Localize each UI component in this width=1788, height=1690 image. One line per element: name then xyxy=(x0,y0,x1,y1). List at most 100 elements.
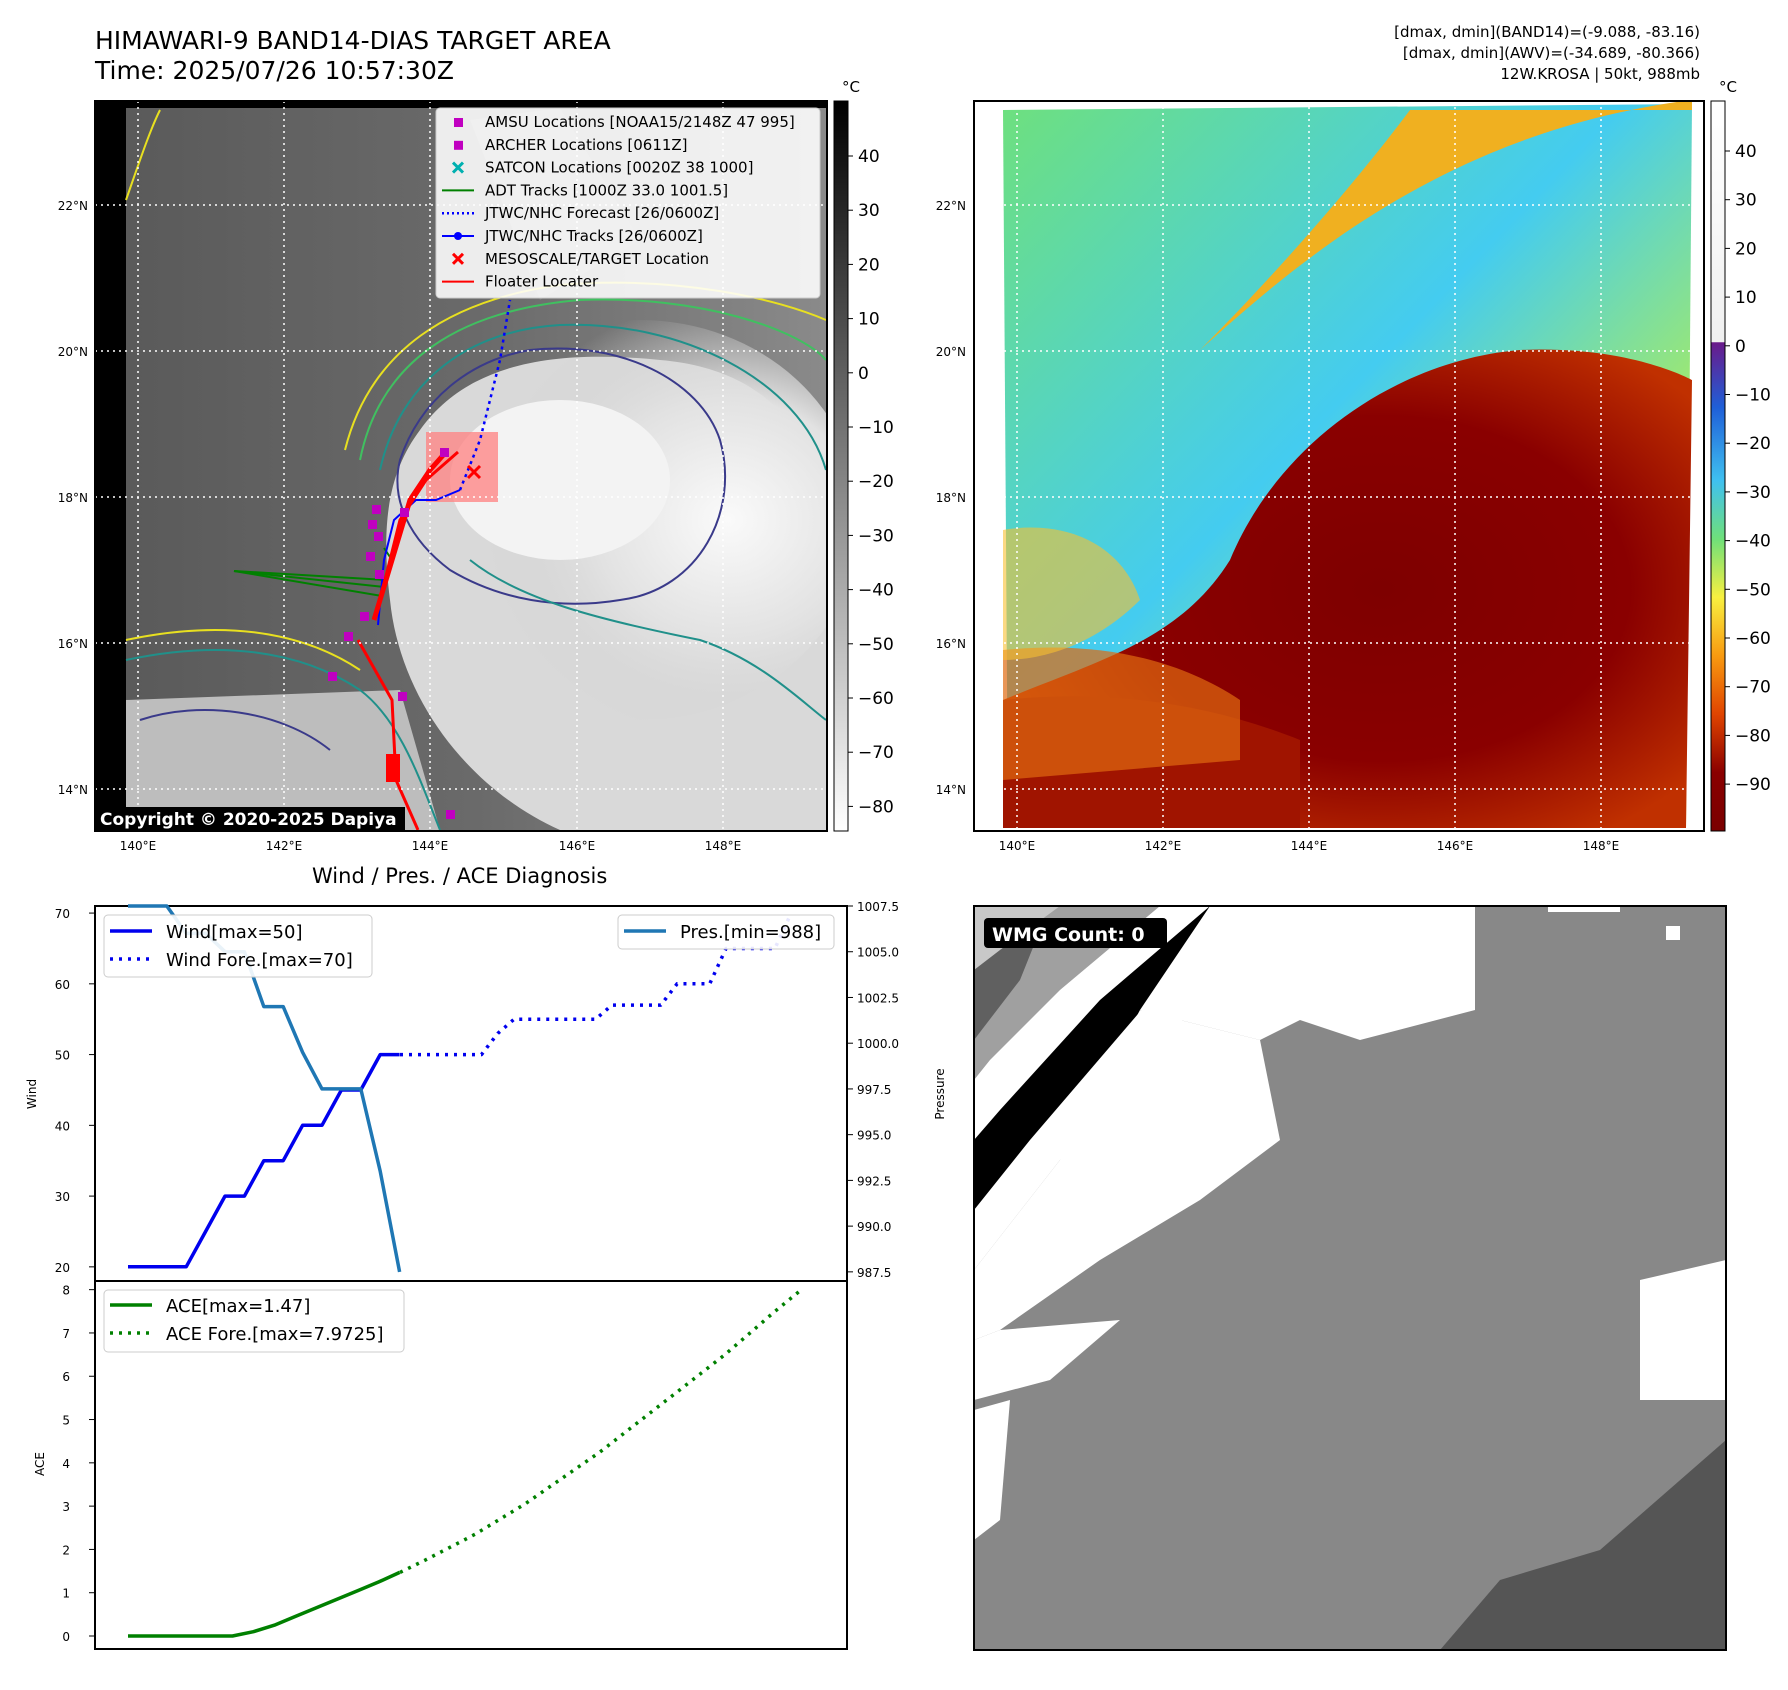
meta-line3: 12W.KROSA | 50kt, 988mb xyxy=(1500,65,1700,83)
wv-colorbar-tick-label: −80 xyxy=(1735,726,1771,746)
legend-marker-square xyxy=(454,140,463,150)
legend-label: ARCHER Locations [0611Z] xyxy=(485,136,688,154)
wmg-badge xyxy=(984,918,1167,948)
ir-map-lon-label: 148°E xyxy=(705,839,742,853)
ir-map-lon-label: 146°E xyxy=(559,839,596,853)
legend-label: ADT Tracks [1000Z 33.0 1001.5] xyxy=(485,181,728,199)
wv-colorbar-tick-label: −50 xyxy=(1735,580,1771,600)
ace-tick-label: 3 xyxy=(62,1500,70,1514)
wv-map-lat-label: 20°N xyxy=(936,345,966,359)
ace-forecast-series-line xyxy=(399,1289,802,1574)
ace-tick-label: 8 xyxy=(62,1284,70,1298)
ace-series-line xyxy=(128,1570,401,1638)
ir-map-lat-label: 16°N xyxy=(58,637,88,651)
legend-marker-dot xyxy=(454,232,462,240)
wind-tick-label: 40 xyxy=(55,1119,70,1133)
wv-colorbar-tick-label: 10 xyxy=(1735,288,1757,308)
ir-colorbar-tick-label: −20 xyxy=(858,472,894,492)
ace-legend-label: ACE[max=1.47] xyxy=(166,1296,310,1317)
wv-colorbar-tick-label: 40 xyxy=(1735,142,1757,162)
wmg-panel: WMG Count: 0 xyxy=(973,905,1727,1651)
wv-colorbar-tick-label: −20 xyxy=(1735,434,1771,454)
pressure-tick-label: 1002.5 xyxy=(857,991,899,1005)
ir-colorbar-tick-label: 0 xyxy=(858,364,869,384)
meta-line2: [dmax, dmin](AWV)=(-34.689, -80.366) xyxy=(1402,44,1700,62)
wv-colorbar-tick-label: 20 xyxy=(1735,239,1757,259)
meta-line1: [dmax, dmin](BAND14)=(-9.088, -83.16) xyxy=(1394,23,1700,41)
ir-colorbar-tick-label: 40 xyxy=(858,147,880,167)
wv-map-lat-label: 22°N xyxy=(936,199,966,213)
legend-label: JTWC/NHC Forecast [26/0600Z] xyxy=(484,204,719,222)
pressure-tick-label: 1007.5 xyxy=(857,900,899,914)
ace-tick-label: 1 xyxy=(62,1587,70,1601)
ir-map-lat-label: 18°N xyxy=(58,491,88,505)
ace-fore-legend-label: ACE Fore.[max=7.9725] xyxy=(166,1324,384,1345)
pressure-legend: Pres.[min=988] xyxy=(617,914,835,950)
ir-colorbar-tick-label: −10 xyxy=(858,418,894,438)
wind-fore-legend-label: Wind Fore.[max=70] xyxy=(166,950,353,971)
wv-map-lat-label: 14°N xyxy=(936,783,966,797)
ir-map-lat-label: 20°N xyxy=(58,345,88,359)
ir-map-lat-label: 22°N xyxy=(58,199,88,213)
ir-colorbar-tick-label: 10 xyxy=(858,310,880,330)
wind-tick-label: 30 xyxy=(55,1190,70,1204)
ir-colorbar-tick-label: −80 xyxy=(858,797,894,817)
wv-map-lon-label: 146°E xyxy=(1437,839,1474,853)
ace-tick-label: 4 xyxy=(62,1457,70,1471)
legend-marker-x xyxy=(451,161,465,174)
wind-tick-label: 50 xyxy=(55,1049,70,1063)
legend-label: SATCON Locations [0020Z 38 1000] xyxy=(485,159,753,177)
ir-map-lon-label: 144°E xyxy=(412,839,449,853)
ace-legend: ACE[max=1.47] ACE Fore.[max=7.9725] xyxy=(103,1289,405,1353)
legend-marker-square xyxy=(454,118,463,127)
wv-colorbar-tick-label: 0 xyxy=(1735,337,1746,357)
wv-map-lat-label: 16°N xyxy=(936,637,966,651)
ace-tick-label: 7 xyxy=(62,1327,70,1341)
ir-colorbar-tick-label: −60 xyxy=(858,689,894,709)
wv-colorbar-tick-label: −10 xyxy=(1735,386,1771,406)
legend-label: Floater Locater xyxy=(485,273,599,291)
ace-tick-label: 2 xyxy=(62,1543,70,1557)
wv-colorbar-tick-label: −70 xyxy=(1735,678,1771,698)
ace-tick-label: 0 xyxy=(62,1630,70,1644)
pressure-tick-label: 987.5 xyxy=(857,1266,891,1280)
copyright-text: Copyright © 2020-2025 Dapiya xyxy=(100,810,397,830)
ir-map-lat-label: 14°N xyxy=(58,783,88,797)
ir-map-lon-label: 142°E xyxy=(266,839,303,853)
wv-colorbar-tick-label: −40 xyxy=(1735,532,1771,552)
ace-tick-label: 6 xyxy=(62,1370,70,1384)
wind-pressure-chart: 20 30 40 50 60 70 1007.5 1005.0 1002.5 1000.0 997… xyxy=(25,900,947,1282)
wv-colorbar-tick-label: −60 xyxy=(1735,629,1771,649)
ir-colorbar-tick-label: −30 xyxy=(858,526,894,546)
wind-legend-label: Wind[max=50] xyxy=(166,922,303,943)
legend-label: AMSU Locations [NOAA15/2148Z 47 995] xyxy=(485,113,795,131)
pressure-axis-label: Pressure xyxy=(933,1068,947,1119)
water-vapor-map xyxy=(973,100,1705,832)
wmg-count-text: WMG Count: 0 xyxy=(992,924,1145,946)
wv-map-lon-label: 142°E xyxy=(1145,839,1182,853)
wv-colorbar-tick-label: 30 xyxy=(1735,191,1757,211)
wv-map-lon-label: 140°E xyxy=(999,839,1036,853)
pressure-tick-label: 997.5 xyxy=(857,1083,891,1097)
ir-colorbar-tick-label: −50 xyxy=(858,635,894,655)
wv-map-lon-label: 148°E xyxy=(1583,839,1620,853)
map-title-line1: HIMAWARI-9 BAND14-DIAS TARGET AREA xyxy=(95,26,611,55)
copyright-badge xyxy=(95,807,405,831)
wv-map-lon-label: 144°E xyxy=(1291,839,1328,853)
wv-map-lat-label: 18°N xyxy=(936,491,966,505)
map-legend: AMSU Locations [NOAA15/2148Z 47 995] ARCH… xyxy=(435,107,821,299)
ace-tick-label: 5 xyxy=(62,1414,70,1428)
pressure-tick-label: 990.0 xyxy=(857,1220,891,1234)
pressure-tick-label: 995.0 xyxy=(857,1129,891,1143)
wind-tick-label: 70 xyxy=(55,907,70,921)
wv-colorbar-unit: °C xyxy=(1719,78,1737,96)
wv-colorbar-tick-label: −90 xyxy=(1735,775,1771,795)
ir-map-lon-label: 140°E xyxy=(120,839,157,853)
wind-axis-label: Wind xyxy=(25,1079,39,1109)
wind-tick-label: 60 xyxy=(55,978,70,992)
ir-colorbar-tick-label: −40 xyxy=(858,581,894,601)
pressure-legend-label: Pres.[min=988] xyxy=(680,922,821,943)
ir-colorbar-unit: °C xyxy=(842,78,860,96)
ir-colorbar-tick-label: 30 xyxy=(858,201,880,221)
